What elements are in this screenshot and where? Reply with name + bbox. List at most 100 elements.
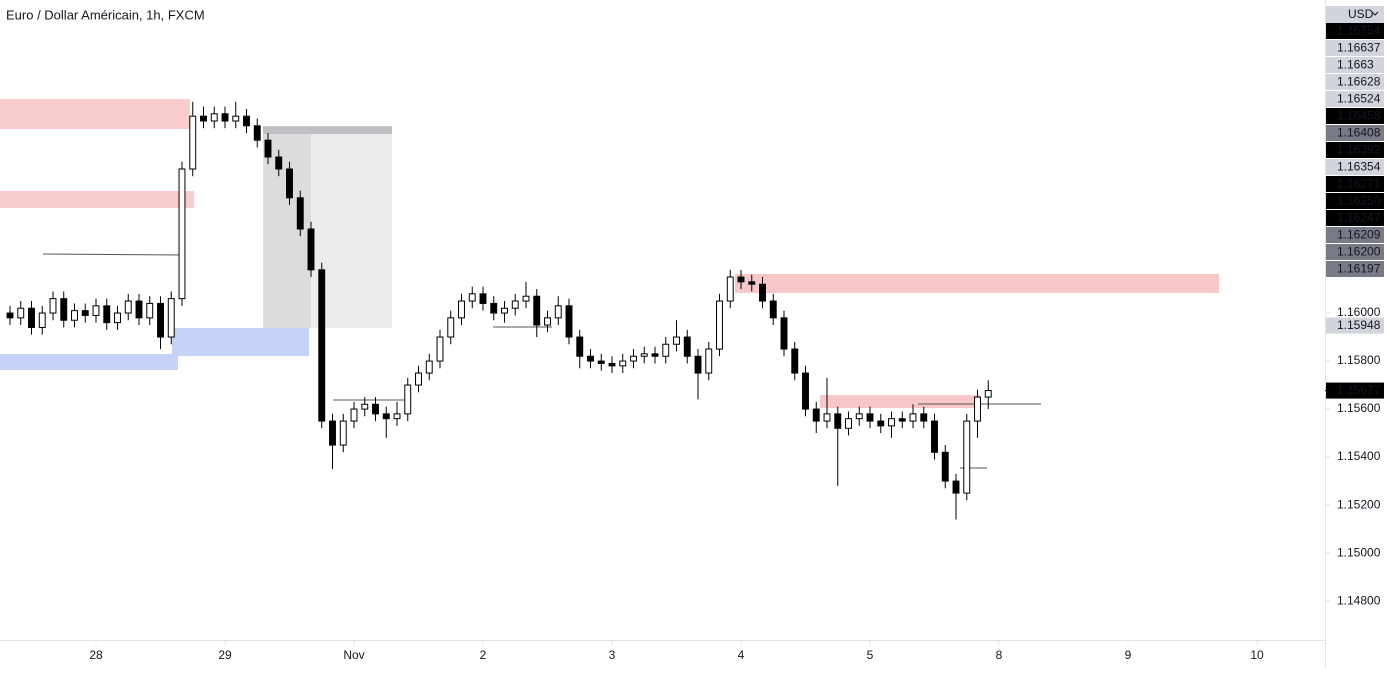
demand-zone — [172, 328, 309, 356]
candle-body — [716, 300, 723, 350]
price-badge-label: 1.16250 — [1337, 194, 1381, 208]
price-badge-label: 1.16354 — [1337, 160, 1381, 174]
price-badge — [1326, 382, 1384, 399]
candle-body — [49, 298, 57, 314]
candle-body — [941, 451, 949, 482]
candle-body — [952, 480, 960, 494]
price-badge — [1326, 91, 1384, 107]
chart-title: Euro / Dollar Américain, 1h, FXCM — [6, 7, 205, 22]
price-badge — [1326, 40, 1384, 56]
candle-body — [533, 295, 541, 326]
x-tick-label: Nov — [343, 648, 364, 662]
candle-body — [705, 348, 713, 374]
candle-body — [920, 413, 928, 422]
currency-chevron[interactable] — [1371, 11, 1379, 16]
position-target — [263, 126, 392, 134]
candle-body — [339, 420, 347, 446]
candle-body — [737, 276, 745, 283]
candle-body — [587, 355, 594, 362]
candle-body — [608, 362, 616, 367]
candle-body — [479, 293, 487, 304]
price-badge-label: 1.16637 — [1337, 41, 1381, 55]
supply-zone — [0, 99, 190, 129]
price-badge — [1326, 57, 1384, 73]
candle-body — [984, 390, 992, 398]
zones — [0, 99, 1219, 469]
y-tick-label: 1.15400 — [1337, 449, 1381, 463]
candle-body — [146, 302, 154, 319]
currency-label[interactable]: USD — [1348, 7, 1374, 21]
candle-body — [178, 168, 186, 300]
candle-body — [114, 312, 121, 324]
price-badge-label: 1.16392 — [1337, 143, 1381, 157]
candle-body — [17, 307, 25, 319]
candle-body — [329, 420, 336, 446]
price-badge-label: 1.16754 — [1337, 24, 1381, 38]
candle-body — [447, 317, 455, 338]
price-badge — [1326, 125, 1384, 141]
price-badge-label: 1.16247 — [1337, 211, 1381, 225]
candle-body — [458, 300, 465, 319]
candle-body — [296, 197, 304, 230]
price-badge-label: 1.15948 — [1337, 318, 1381, 332]
candle-body — [372, 403, 379, 415]
candle-body — [210, 113, 218, 122]
price-badge-label: 1.16524 — [1337, 92, 1381, 106]
price-badge — [1326, 74, 1384, 90]
candle-body — [845, 418, 852, 429]
candle-body — [307, 228, 315, 271]
candle-body — [834, 413, 842, 429]
price-badge — [1326, 176, 1384, 192]
candle-body — [28, 307, 35, 328]
candle-body — [425, 360, 433, 374]
candle-body — [619, 360, 627, 367]
demand-zone — [0, 354, 178, 370]
candle-body — [350, 408, 358, 422]
price-badge-label: 1.15677 — [1337, 383, 1381, 397]
candle-body — [103, 305, 111, 324]
candle-body — [823, 413, 831, 422]
candle-body — [415, 372, 422, 386]
x-tick-label: 8 — [996, 648, 1003, 662]
candle-body — [60, 298, 68, 321]
candle-body — [748, 281, 756, 285]
y-tick-label: 1.15800 — [1337, 353, 1381, 367]
price-badge-label: 1.16628 — [1337, 75, 1381, 89]
y-tick-label: 1.15200 — [1337, 497, 1381, 511]
candle-body — [898, 418, 906, 422]
candle-body — [812, 408, 820, 422]
candle-body — [931, 420, 938, 453]
candle-body — [597, 360, 605, 364]
candle-body — [554, 305, 562, 319]
x-tick-label: 3 — [609, 648, 616, 662]
price-badge-label: 1.16197 — [1337, 262, 1381, 276]
supply-zone — [735, 274, 1219, 293]
candle-body — [253, 125, 261, 141]
candle-body — [157, 302, 164, 338]
price-badge-label: 1.16408 — [1337, 126, 1381, 140]
price-badge — [1326, 244, 1384, 260]
candle-body — [243, 115, 250, 127]
candle-body — [909, 413, 917, 422]
candle-body — [382, 413, 390, 420]
candle-body — [802, 372, 809, 410]
currency-badge[interactable] — [1326, 6, 1384, 23]
candle-body — [81, 310, 89, 316]
candle-body — [221, 113, 229, 122]
candle-body — [683, 336, 691, 357]
candle-body — [286, 168, 293, 199]
candle-body — [974, 396, 981, 422]
candle-body — [232, 115, 240, 122]
candle-body — [662, 343, 670, 357]
candle-body — [318, 269, 326, 422]
candle-body — [490, 302, 498, 314]
x-tick-label: 4 — [738, 648, 745, 662]
x-tick-label: 5 — [867, 648, 874, 662]
candle-body — [275, 156, 283, 170]
supply-zone — [820, 395, 980, 408]
candle-body — [522, 295, 530, 302]
candle-body — [189, 115, 197, 170]
candle-body — [135, 300, 143, 319]
